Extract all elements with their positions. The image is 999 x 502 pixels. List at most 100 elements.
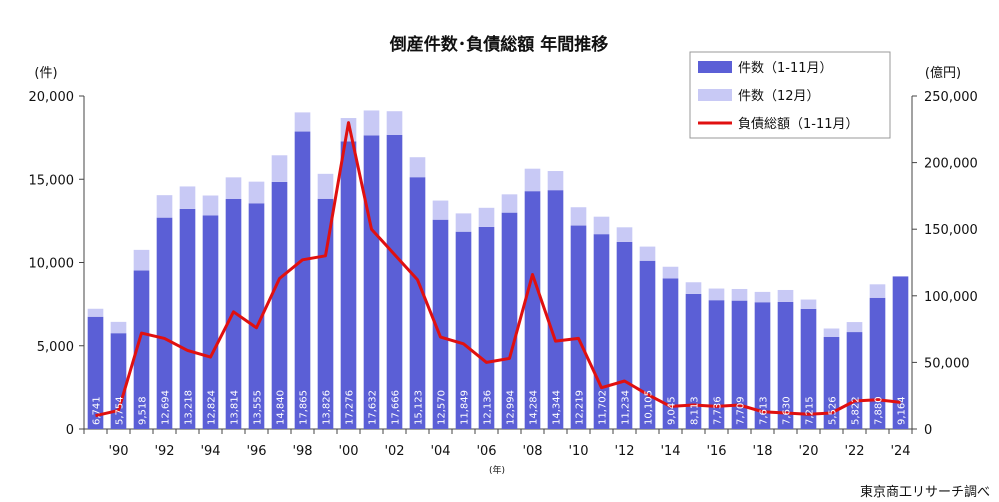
- bar-count-1-11: [754, 302, 771, 429]
- bar-count-12: [869, 284, 886, 298]
- bar-value-label: 11,849: [460, 390, 471, 425]
- left-axis-tick-label: 10,000: [29, 257, 75, 272]
- right-axis-tick-label: 150,000: [924, 223, 978, 238]
- bar-count-1-11: [271, 181, 288, 429]
- legend-label-bar-1-11: 件数（1-11月）: [738, 61, 833, 76]
- x-axis: '90 '92 '94 '96 '98 '00 '02 '04 '06 '08 '10 '12 '14 '…: [83, 428, 913, 459]
- right-axis-unit: (億円): [925, 65, 961, 81]
- bar-count-1-11: [892, 276, 909, 429]
- bar-count-1-11: [432, 219, 449, 429]
- bars: [87, 110, 909, 430]
- bar-count-12: [731, 288, 748, 301]
- bar-value-label: 5,822: [851, 396, 862, 425]
- bar-count-1-11: [731, 300, 748, 429]
- bar-value-label: 13,555: [253, 390, 264, 425]
- left-axis-tick-label: 5,000: [37, 340, 74, 355]
- legend-swatch-bar-1-11: [698, 61, 732, 73]
- bar-count-1-11: [478, 226, 495, 429]
- bar-count-1-11: [179, 208, 196, 429]
- bar-count-12: [478, 207, 495, 227]
- bar-count-1-11: [639, 260, 656, 429]
- bar-count-12: [133, 249, 150, 271]
- bar-count-12: [616, 227, 633, 242]
- left-axis-unit: (件): [34, 66, 57, 81]
- bar-value-label: 7,880: [874, 396, 885, 425]
- x-axis-tick-label: '06: [476, 444, 496, 459]
- bar-count-1-11: [133, 270, 150, 429]
- bar-count-1-11: [708, 300, 725, 429]
- bar-count-1-11: [87, 316, 104, 429]
- bar-count-1-11: [340, 141, 357, 429]
- bar-value-label: 7,215: [805, 396, 816, 425]
- bar-count-12: [593, 216, 610, 235]
- left-axis: 0 5,000 10,000 15,000 20,000: [29, 90, 85, 438]
- chart-title: 倒産件数･負債総額 年間推移: [389, 34, 608, 55]
- bar-count-12: [248, 181, 265, 204]
- left-axis-tick-label: 15,000: [29, 173, 75, 188]
- bar-value-label: 12,136: [483, 390, 494, 425]
- bar-value-label: 5,754: [115, 396, 126, 425]
- bar-count-12: [294, 112, 311, 132]
- bar-value-label: 7,613: [759, 396, 770, 425]
- bar-value-label: 9,164: [897, 396, 908, 425]
- bar-count-12: [386, 111, 403, 135]
- bar-count-1-11: [455, 231, 472, 429]
- right-axis-tick-label: 50,000: [924, 356, 970, 371]
- x-axis-tick-label: '92: [154, 444, 174, 459]
- right-axis-tick-label: 0: [924, 423, 932, 438]
- bar-count-12: [156, 195, 173, 218]
- x-axis-tick-label: '24: [890, 444, 910, 459]
- debt-total-line: [95, 121, 901, 418]
- bar-count-12: [524, 168, 541, 192]
- bar-count-1-11: [386, 134, 403, 430]
- x-axis-tick-label: '16: [706, 444, 726, 459]
- bar-value-label: 6,741: [92, 396, 103, 425]
- bar-value-label: 8,113: [690, 396, 701, 425]
- bar-value-label: 13,218: [184, 390, 195, 425]
- bar-count-1-11: [869, 297, 886, 429]
- bar-count-12: [87, 308, 104, 317]
- bar-count-1-11: [662, 278, 679, 429]
- legend: 件数（1-11月） 件数（12月） 負債総額（1-11月）: [689, 51, 891, 139]
- bar-count-1-11: [501, 212, 518, 429]
- bar-count-12: [271, 155, 288, 182]
- x-axis-tick-label: '02: [384, 444, 404, 459]
- bar-value-label: 11,234: [621, 390, 632, 425]
- bar-value-label: 10,105: [644, 390, 655, 425]
- bar-count-12: [202, 195, 219, 216]
- bar-value-label: 15,123: [414, 390, 425, 425]
- bar-count-12: [179, 186, 196, 209]
- bar-count-1-11: [547, 190, 564, 429]
- bar-count-1-11: [363, 135, 380, 430]
- bar-count-1-11: [248, 203, 265, 429]
- bar-count-12: [363, 110, 380, 136]
- bar-value-label: 12,219: [575, 390, 586, 425]
- bar-value-label: 14,840: [276, 390, 287, 425]
- bar-value-label: 17,865: [299, 390, 310, 425]
- bar-count-1-11: [294, 131, 311, 430]
- bar-value-label: 14,284: [529, 390, 540, 425]
- bar-value-label: 12,994: [506, 390, 517, 425]
- x-axis-tick-label: '90: [108, 444, 128, 459]
- bar-count-12: [846, 322, 863, 333]
- bar-value-label: 12,824: [207, 390, 218, 425]
- bar-count-12: [547, 171, 564, 191]
- bar-count-12: [823, 328, 840, 337]
- bar-count-1-11: [110, 333, 127, 429]
- bar-count-1-11: [570, 225, 587, 429]
- x-axis-tick-label: '18: [752, 444, 772, 459]
- bar-count-12: [708, 288, 725, 301]
- x-axis-tick-label: '98: [292, 444, 312, 459]
- bar-value-label: 9,045: [667, 396, 678, 425]
- right-axis: 0 50,000 100,000 150,000 200,000 250,000: [911, 90, 978, 438]
- bar-count-12: [754, 291, 771, 303]
- bar-count-12: [685, 282, 702, 294]
- x-axis-tick-label: '12: [614, 444, 634, 459]
- x-axis-tick-label: '22: [844, 444, 864, 459]
- x-axis-tick-label: '04: [430, 444, 450, 459]
- bar-value-labels: 6,741 5,754 9,518 12,694 13,218 12,824 13,814 1…: [92, 390, 908, 425]
- x-axis-tick-label: '94: [200, 444, 220, 459]
- bar-count-12: [110, 321, 127, 334]
- x-axis-tick-label: '20: [798, 444, 818, 459]
